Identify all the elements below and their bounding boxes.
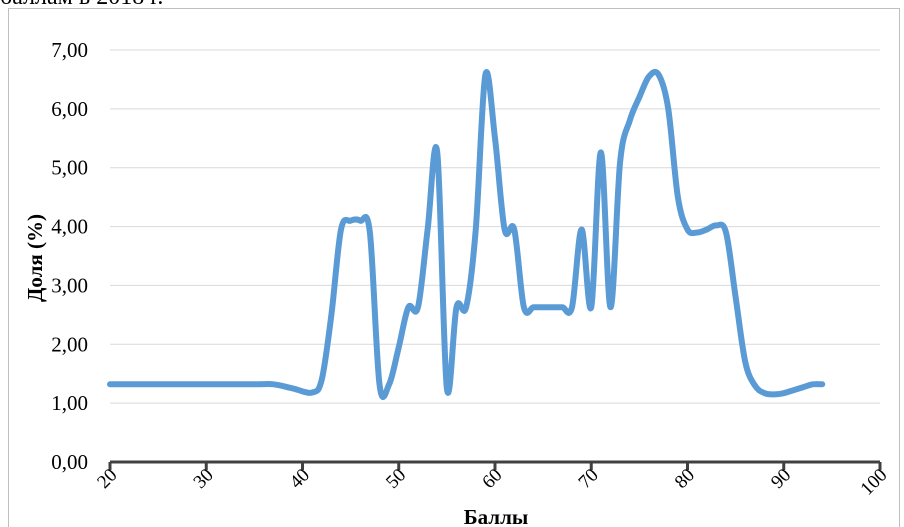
x-tick-label: 100	[857, 465, 892, 500]
x-tick-label: 50	[382, 465, 410, 493]
series-line	[107, 68, 826, 401]
y-axis-ticks: 0,00 1,00 2,00 3,00 4,00 5,00 6,00 7,00	[51, 38, 88, 474]
y-tick-label: 1,00	[51, 391, 88, 415]
top-caption: баллам в 2018 г.	[0, 0, 163, 11]
y-tick-label: 0,00	[51, 450, 88, 474]
x-axis: 20 30 40 50 60 70 80 90 100	[93, 460, 892, 500]
x-tick-label: 60	[478, 465, 506, 493]
gridlines	[110, 49, 880, 404]
x-tick-label: 40	[286, 465, 314, 493]
x-axis-title: Баллы	[464, 505, 529, 527]
x-tick-label: 90	[767, 465, 795, 493]
y-tick-label: 3,00	[51, 273, 88, 297]
y-tick-label: 6,00	[51, 97, 88, 121]
chart-area	[8, 8, 900, 527]
x-tick-label: 20	[93, 465, 121, 493]
y-tick-label: 5,00	[51, 156, 88, 180]
y-tick-label: 4,00	[51, 215, 88, 239]
x-tick-label: 80	[671, 465, 699, 493]
y-axis-title: Доля (%)	[23, 214, 47, 302]
x-tick-label: 30	[190, 465, 218, 493]
y-tick-label: 2,00	[51, 332, 88, 356]
x-tick-label: 70	[575, 465, 603, 493]
y-tick-label: 7,00	[51, 38, 88, 62]
